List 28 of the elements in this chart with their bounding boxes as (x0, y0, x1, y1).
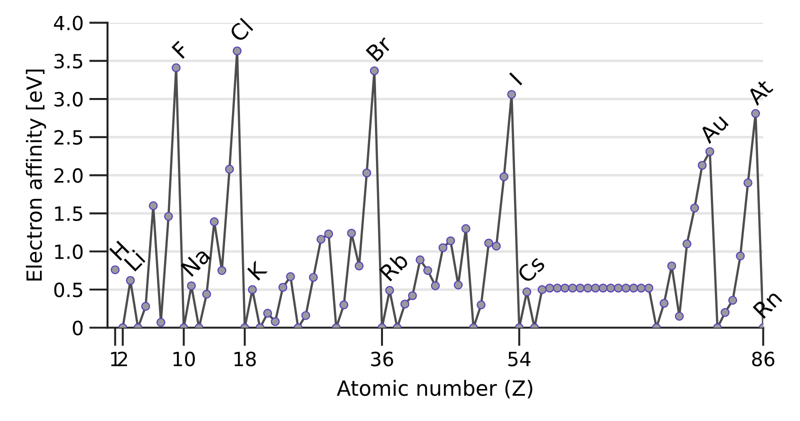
y-tick-label: 4.0 (54, 16, 83, 30)
y-tick-label: 1.5 (55, 206, 82, 222)
x-tick-label: 54 (508, 352, 531, 366)
y-tick-label: 1.0 (55, 244, 83, 260)
y-tick-label: 2.0 (54, 168, 83, 183)
x-tick-label: 2 (118, 352, 128, 366)
x-axis-title: Atomic number (Z) (336, 380, 532, 398)
y-tick-label: 0 (72, 320, 83, 336)
annotation: F (172, 40, 190, 59)
y-tick-label: 0.5 (54, 282, 82, 298)
x-tick-label: 10 (174, 352, 195, 366)
annotation: Au (698, 113, 729, 144)
annotation: Rb (378, 250, 410, 282)
y-axis-title: Electron affinity [eV] (26, 70, 46, 281)
annotation: Na (180, 246, 211, 278)
annotation: Cl (228, 18, 254, 43)
x-tick-label: 36 (371, 352, 394, 366)
y-tick-label: 2.5 (54, 130, 82, 145)
annotation: Rn (752, 289, 782, 319)
annotation: Cs (516, 254, 546, 284)
annotation: At (746, 78, 774, 106)
annotation: I (509, 72, 522, 86)
annotation: K (247, 260, 268, 281)
annotation: Br (366, 34, 393, 62)
x-tick-label: 18 (234, 352, 256, 366)
y-tick-label: 3.0 (54, 92, 83, 107)
x-tick-label: 86 (752, 352, 774, 366)
y-tick-label: 3.5 (54, 54, 82, 69)
